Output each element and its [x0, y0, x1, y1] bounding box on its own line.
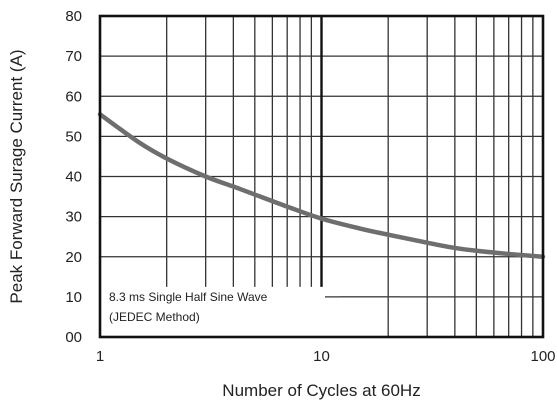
x-tick-labels: 1 10 100 — [96, 348, 556, 365]
y-tick-label-60: 60 — [65, 88, 82, 105]
y-tick-label-0: 00 — [65, 329, 82, 346]
plot-frame — [98, 14, 545, 339]
grid-lines — [100, 16, 543, 337]
annotation: 8.3 ms Single Half Sine Wave (JEDEC Meth… — [109, 290, 400, 324]
series-layer — [97, 112, 546, 259]
y-tick-label-50: 50 — [65, 128, 82, 145]
y-tick-label-70: 70 — [65, 48, 82, 65]
y-tick-label-40: 40 — [65, 169, 82, 186]
annotation-background — [101, 286, 325, 336]
y-tick-label-80: 80 — [65, 8, 82, 25]
x-tick-label-1: 1 — [96, 348, 104, 365]
y-tick-label-30: 30 — [65, 209, 82, 226]
annotation-line-1: 8.3 ms Single Half Sine Wave — [109, 290, 268, 304]
annotation-line-2: (JEDEC Method) — [109, 310, 200, 324]
y-axis-label: Peak Forward Surage Current (A) — [7, 49, 26, 303]
y-tick-label-20: 20 — [65, 249, 82, 266]
x-tick-label-10: 10 — [313, 348, 330, 365]
y-tick-labels: 00 10 20 30 40 50 60 70 80 — [65, 8, 82, 346]
y-tick-label-10: 10 — [65, 289, 82, 306]
x-tick-label-100: 100 — [530, 348, 555, 365]
series-line-0 — [97, 112, 546, 259]
x-axis-label: Number of Cycles at 60Hz — [222, 381, 420, 400]
